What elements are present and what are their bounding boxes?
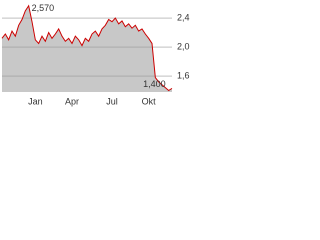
chart: 1,6 2,0 2,4 Jan Apr Jul Okt 2,570 1,400 [1, 3, 190, 106]
x-tick-label: Okt [142, 96, 157, 106]
x-tick-label: Apr [65, 96, 79, 106]
y-tick-label: 2,0 [177, 41, 190, 51]
area-fill [2, 5, 172, 93]
annotation: 2,570 [32, 3, 55, 13]
annotation: 1,400 [143, 79, 166, 89]
x-tick-label: Jan [28, 96, 43, 106]
y-tick-label: 1,6 [177, 70, 190, 80]
x-tick-label: Jul [106, 96, 118, 106]
price-line [1, 4, 173, 92]
y-tick-label: 2,4 [177, 12, 190, 22]
